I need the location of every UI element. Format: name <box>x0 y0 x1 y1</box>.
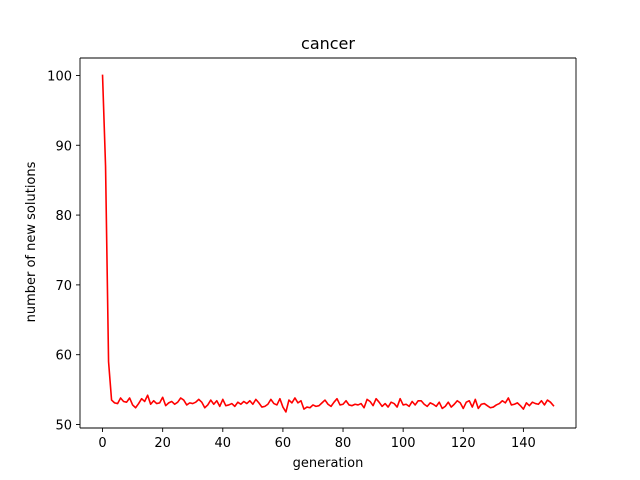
x-tick-label: 80 <box>335 436 352 451</box>
y-tick-label: 80 <box>55 209 72 224</box>
y-axis-label: number of new solutions <box>24 161 39 322</box>
x-tick-label: 40 <box>215 436 232 451</box>
x-tick-label: 120 <box>451 436 476 451</box>
y-axis-ticks: 50 60 70 80 90 100 <box>47 69 80 434</box>
y-tick-label: 90 <box>55 139 72 154</box>
chart-title: cancer <box>301 34 355 53</box>
x-axis-label: generation <box>293 456 364 471</box>
series-line-0 <box>101 74 555 413</box>
x-tick-label: 20 <box>154 436 171 451</box>
plot-area <box>101 74 555 413</box>
y-tick-label: 70 <box>55 279 72 294</box>
y-tick-label: 100 <box>47 69 72 84</box>
y-tick-label: 50 <box>55 419 72 434</box>
y-tick-label: 60 <box>55 349 72 364</box>
x-axis-ticks: 0 20 40 60 80 100 120 140 <box>98 428 536 451</box>
x-tick-label: 60 <box>275 436 292 451</box>
x-tick-label: 100 <box>391 436 416 451</box>
x-tick-label: 0 <box>98 436 106 451</box>
x-tick-label: 140 <box>511 436 536 451</box>
